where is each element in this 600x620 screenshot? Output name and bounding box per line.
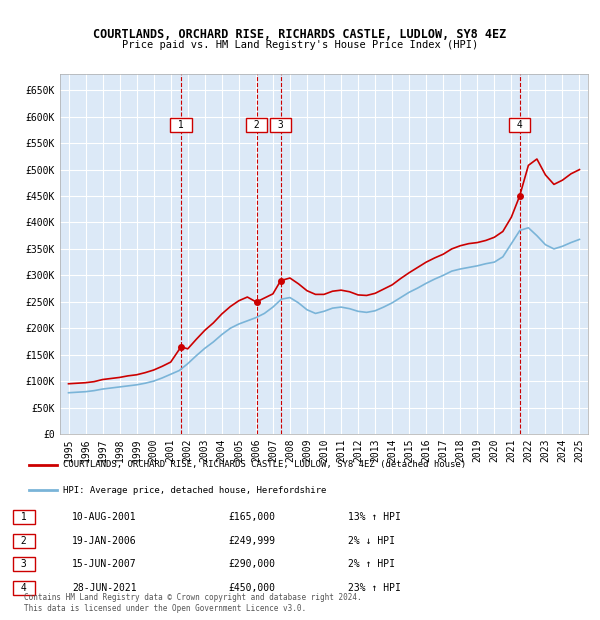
- Text: Price paid vs. HM Land Registry's House Price Index (HPI): Price paid vs. HM Land Registry's House …: [122, 40, 478, 50]
- Text: 2% ↓ HPI: 2% ↓ HPI: [348, 536, 395, 546]
- Text: 19-JAN-2006: 19-JAN-2006: [72, 536, 137, 546]
- Text: HPI: Average price, detached house, Herefordshire: HPI: Average price, detached house, Here…: [63, 485, 326, 495]
- Text: COURTLANDS, ORCHARD RISE, RICHARDS CASTLE, LUDLOW, SY8 4EZ (detached house): COURTLANDS, ORCHARD RISE, RICHARDS CASTL…: [63, 460, 466, 469]
- Text: 23% ↑ HPI: 23% ↑ HPI: [348, 583, 401, 593]
- Text: Contains HM Land Registry data © Crown copyright and database right 2024.
This d: Contains HM Land Registry data © Crown c…: [24, 593, 362, 613]
- Text: 28-JUN-2021: 28-JUN-2021: [72, 583, 137, 593]
- Text: 2% ↑ HPI: 2% ↑ HPI: [348, 559, 395, 569]
- Text: 10-AUG-2001: 10-AUG-2001: [72, 512, 137, 522]
- Text: 2: 2: [248, 120, 266, 130]
- Text: 1: 1: [172, 120, 190, 130]
- Text: 15-JUN-2007: 15-JUN-2007: [72, 559, 137, 569]
- Text: 13% ↑ HPI: 13% ↑ HPI: [348, 512, 401, 522]
- Text: £290,000: £290,000: [228, 559, 275, 569]
- Text: 4: 4: [15, 583, 33, 593]
- Text: £249,999: £249,999: [228, 536, 275, 546]
- Text: 3: 3: [15, 559, 33, 569]
- Text: 1: 1: [15, 512, 33, 522]
- Text: 4: 4: [511, 120, 529, 130]
- Text: 2: 2: [15, 536, 33, 546]
- Text: £165,000: £165,000: [228, 512, 275, 522]
- Text: £450,000: £450,000: [228, 583, 275, 593]
- Text: COURTLANDS, ORCHARD RISE, RICHARDS CASTLE, LUDLOW, SY8 4EZ: COURTLANDS, ORCHARD RISE, RICHARDS CASTL…: [94, 28, 506, 41]
- Text: 3: 3: [272, 120, 290, 130]
